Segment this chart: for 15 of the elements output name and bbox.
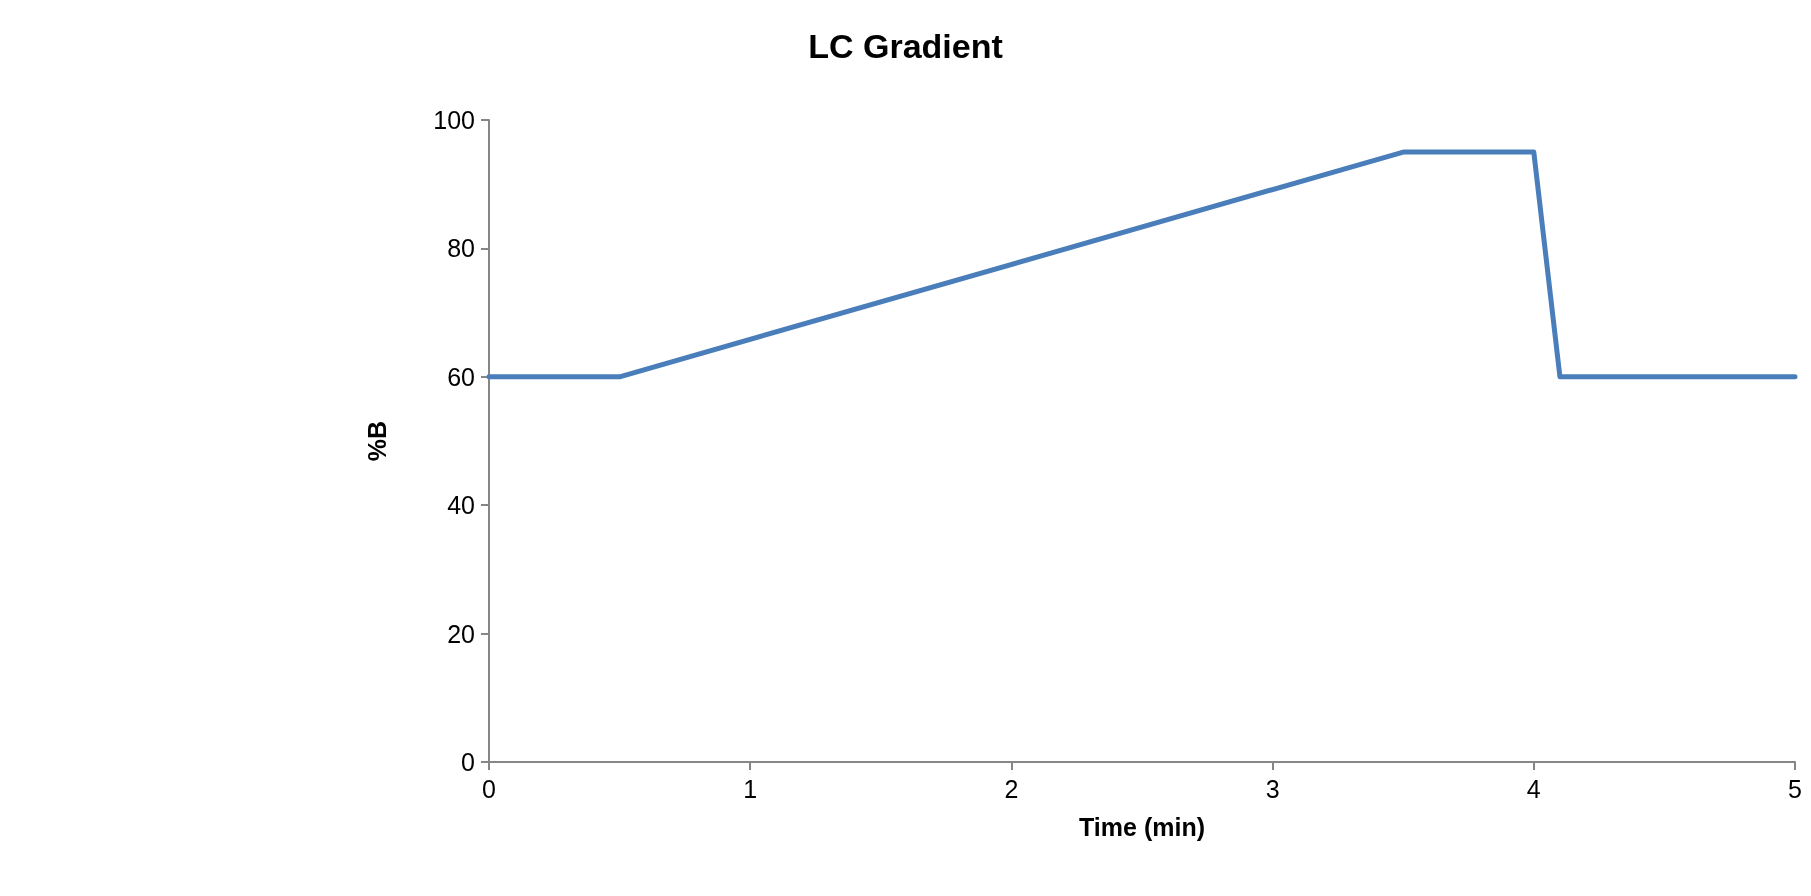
y-axis-title: %B bbox=[362, 420, 391, 462]
chart-title: LC Gradient bbox=[808, 27, 1003, 65]
x-tick-label: 2 bbox=[1004, 774, 1019, 803]
x-tick-label: 1 bbox=[743, 774, 758, 803]
y-tick-label: 0 bbox=[461, 748, 475, 776]
y-tick-label: 80 bbox=[447, 234, 475, 263]
x-tick-label: 5 bbox=[1788, 774, 1802, 803]
y-tick-label: 40 bbox=[447, 491, 475, 520]
y-tick-label: 100 bbox=[433, 106, 475, 134]
y-tick-label: 60 bbox=[447, 362, 475, 391]
x-tick-label: 0 bbox=[482, 774, 496, 803]
x-axis-title: Time (min) bbox=[1079, 812, 1205, 841]
x-tick-label: 4 bbox=[1526, 774, 1541, 803]
y-tick-label: 20 bbox=[447, 619, 475, 648]
x-tick-label: 3 bbox=[1265, 774, 1280, 803]
